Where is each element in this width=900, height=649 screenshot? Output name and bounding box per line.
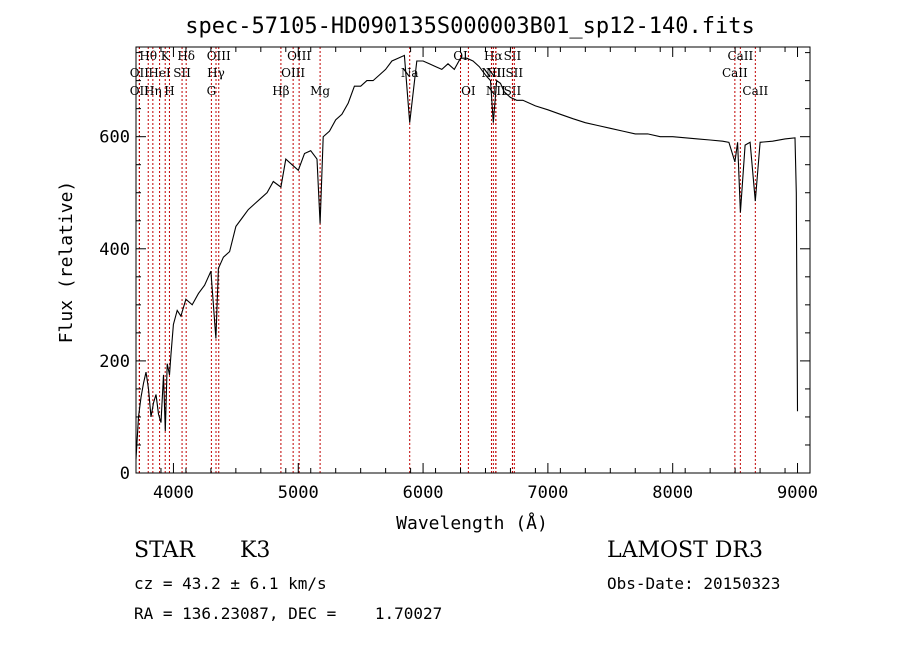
x-tick-label: 9000 xyxy=(777,483,818,503)
y-axis-label: Flux (relative) xyxy=(56,181,77,344)
survey-name: LAMOST DR3 xyxy=(607,538,763,563)
marker-label: OIII xyxy=(207,49,231,63)
marker-label: Hα xyxy=(484,49,503,63)
marker-label: G xyxy=(207,84,217,98)
plot-frame xyxy=(135,46,811,474)
x-tick-label: 6000 xyxy=(403,483,444,503)
coordinates-text: RA = 136.23087, DEC = 1.70027 xyxy=(134,604,443,623)
marker-label: CaII xyxy=(742,84,768,98)
object-subclass: K3 xyxy=(240,538,271,563)
marker-label: H xyxy=(164,84,174,98)
y-tick-label: 400 xyxy=(99,240,130,260)
x-tick-label: 7000 xyxy=(527,483,568,503)
marker-label: OIII xyxy=(287,49,311,63)
marker-label: OII xyxy=(130,84,150,98)
marker-label: Mg xyxy=(310,84,330,98)
x-tick-label: 5000 xyxy=(278,483,319,503)
obs-date: Obs-Date: 20150323 xyxy=(607,574,781,593)
marker-label: SII xyxy=(504,84,522,98)
marker-label: Hβ xyxy=(272,84,289,98)
marker-label: OI xyxy=(453,49,468,63)
y-tick-label: 600 xyxy=(99,128,130,148)
marker-label: CaII xyxy=(722,66,748,80)
marker-label: NII xyxy=(486,66,506,80)
object-class: STAR xyxy=(134,538,195,563)
marker-label: OI xyxy=(461,84,476,98)
x-axis-label: Wavelength (Å) xyxy=(396,512,548,534)
spectrum-series xyxy=(135,54,799,460)
spectrum-line xyxy=(135,54,799,460)
marker-label: CaII xyxy=(727,49,753,63)
marker-label: Hδ xyxy=(177,49,195,63)
marker-label: K xyxy=(161,49,171,63)
y-tick-label: 200 xyxy=(99,352,130,372)
marker-label: SII xyxy=(173,66,191,80)
marker-label: SII xyxy=(505,66,523,80)
marker-label: Hη xyxy=(144,84,162,98)
marker-label: HeI xyxy=(148,66,171,80)
x-tick-label: 4000 xyxy=(153,483,194,503)
y-tick-label: 0 xyxy=(120,464,130,484)
chart-title: spec-57105-HD090135S000003B01_sp12-140.f… xyxy=(185,14,755,39)
redshift-text: cz = 43.2 ± 6.1 km/s xyxy=(134,574,327,593)
marker-label: Hθ xyxy=(139,49,157,63)
marker-label: Hγ xyxy=(207,66,225,80)
x-tick-label: 8000 xyxy=(652,483,693,503)
axis-ticks: 4000 5000 6000 7000 8000 9000 0 200 400 600 xyxy=(99,47,818,503)
marker-label: OIII xyxy=(281,66,305,80)
